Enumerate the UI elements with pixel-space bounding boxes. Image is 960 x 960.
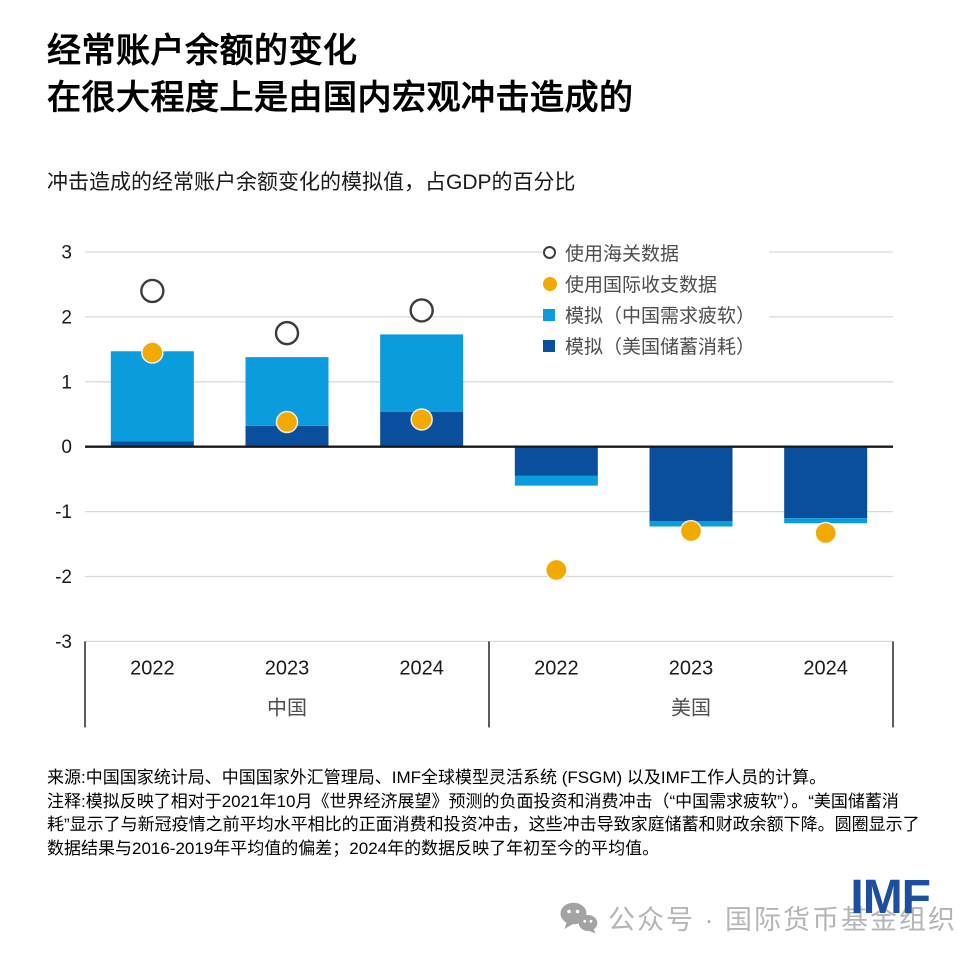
- y-tick-label: 2: [61, 307, 72, 328]
- bar-segment: [110, 441, 194, 447]
- x-group-label: 中国: [267, 696, 307, 719]
- chart-legend: 使用海关数据 使用国际收支数据 模拟（中国需求疲软） 模拟（美国储蓄消耗）: [543, 237, 770, 363]
- square-icon: [543, 308, 565, 321]
- bar-segment: [784, 446, 868, 519]
- bop-data-point: [141, 341, 164, 364]
- bar-segment: [380, 334, 464, 412]
- x-group-label: 美国: [671, 696, 711, 719]
- y-tick-label: 1: [61, 372, 72, 393]
- x-category-label: 2024: [399, 657, 444, 679]
- bar-segment: [514, 446, 598, 476]
- bop-data-point: [679, 519, 703, 543]
- legend-label: 模拟（美国储蓄消耗）: [565, 337, 756, 358]
- legend-label: 模拟（中国需求疲软）: [565, 306, 756, 327]
- chart-plot: 3 2 1 0 -1 -2 -3 2022 2023 2024 2022 2023 2024 中国 美国: [55, 243, 894, 728]
- watermark-label: 公众号 · 国际货币基金组织: [608, 905, 957, 935]
- customs-data-point: [409, 298, 434, 323]
- x-category-label: 2023: [669, 657, 714, 679]
- footer-notes: 来源:中国国家统计局、中国国家外汇管理局、IMF全球模型灵活系统 (FSGM) …: [47, 766, 935, 860]
- y-tick-label: 3: [61, 243, 72, 264]
- x-category-label: 2024: [803, 657, 848, 679]
- customs-data-point: [274, 320, 300, 346]
- filled-circle-icon: [543, 276, 565, 291]
- legend-label: 使用国际收支数据: [565, 275, 718, 296]
- bar-segment: [245, 425, 329, 447]
- customs-data-point: [140, 278, 165, 304]
- title-line-1: 经常账户余额的变化: [47, 32, 358, 70]
- legend-item-sim-us: 模拟（美国储蓄消耗）: [543, 330, 755, 361]
- bop-data-point: [275, 410, 299, 434]
- y-tick-label: -1: [55, 502, 72, 523]
- imf-logo: IMF: [850, 871, 931, 924]
- y-tick-label: 0: [61, 437, 72, 458]
- wechat-watermark: 公众号 · 国际货币基金组织: [560, 898, 957, 937]
- x-category-label: 2022: [130, 657, 175, 679]
- y-tick-label: -2: [55, 567, 72, 588]
- x-category-label: 2022: [534, 657, 579, 679]
- source-text: 来源:中国国家统计局、中国国家外汇管理局、IMF全球模型灵活系统 (FSGM) …: [47, 768, 827, 787]
- legend-item-bop: 使用国际收支数据: [543, 268, 755, 299]
- bar-segment: [110, 351, 194, 442]
- open-circle-icon: [543, 246, 565, 259]
- square-icon: [543, 339, 565, 352]
- y-tick-label: -3: [55, 632, 72, 653]
- note-text: 注释:模拟反映了相对于2021年10月《世界经济展望》预测的负面投资和消费冲击（…: [47, 791, 920, 858]
- title-line-2: 在很大程度上是由国内宏观冲击造成的: [47, 79, 634, 117]
- bop-data-point: [545, 558, 568, 582]
- bar-segment: [514, 475, 598, 486]
- bop-data-point: [410, 408, 433, 431]
- wechat-icon: [560, 902, 598, 933]
- x-category-label: 2023: [265, 657, 310, 679]
- bop-data-point: [814, 521, 837, 545]
- bar-segment: [784, 518, 868, 524]
- legend-item-customs: 使用海关数据: [543, 237, 755, 268]
- chart-title: 经常账户余额的变化 在很大程度上是由国内宏观冲击造成的: [47, 28, 927, 122]
- legend-label: 使用海关数据: [565, 244, 680, 265]
- chart-subtitle: 冲击造成的经常账户余额变化的模拟值，占GDP的百分比: [47, 171, 576, 194]
- bar-segment: [649, 446, 733, 522]
- legend-item-sim-china: 模拟（中国需求疲软）: [543, 299, 755, 330]
